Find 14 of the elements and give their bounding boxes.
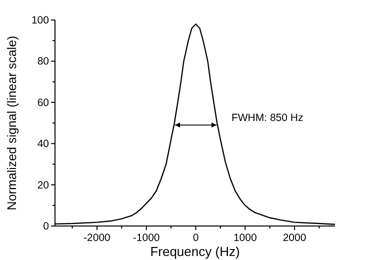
y-tick-label: 60 xyxy=(37,96,50,109)
x-tick-label: 0 xyxy=(192,232,199,244)
x-tick-label: 1000 xyxy=(233,232,257,244)
x-axis-title: Frequency (Hz) xyxy=(150,244,240,259)
x-tick-label: -1000 xyxy=(132,232,160,244)
annotation: FWHM: 850 Hz xyxy=(231,112,304,124)
y-tick-label: 80 xyxy=(37,56,50,68)
y-tick-label: 20 xyxy=(37,179,50,192)
y-tick-label: 0 xyxy=(43,220,50,232)
y-tick-label: 100 xyxy=(31,14,50,26)
x-tick-label: 2000 xyxy=(282,232,306,244)
x-tick-label: -2000 xyxy=(84,232,111,244)
y-tick-label: 40 xyxy=(37,138,50,150)
y-axis-title: Normalized signal (linear scale) xyxy=(5,36,19,210)
